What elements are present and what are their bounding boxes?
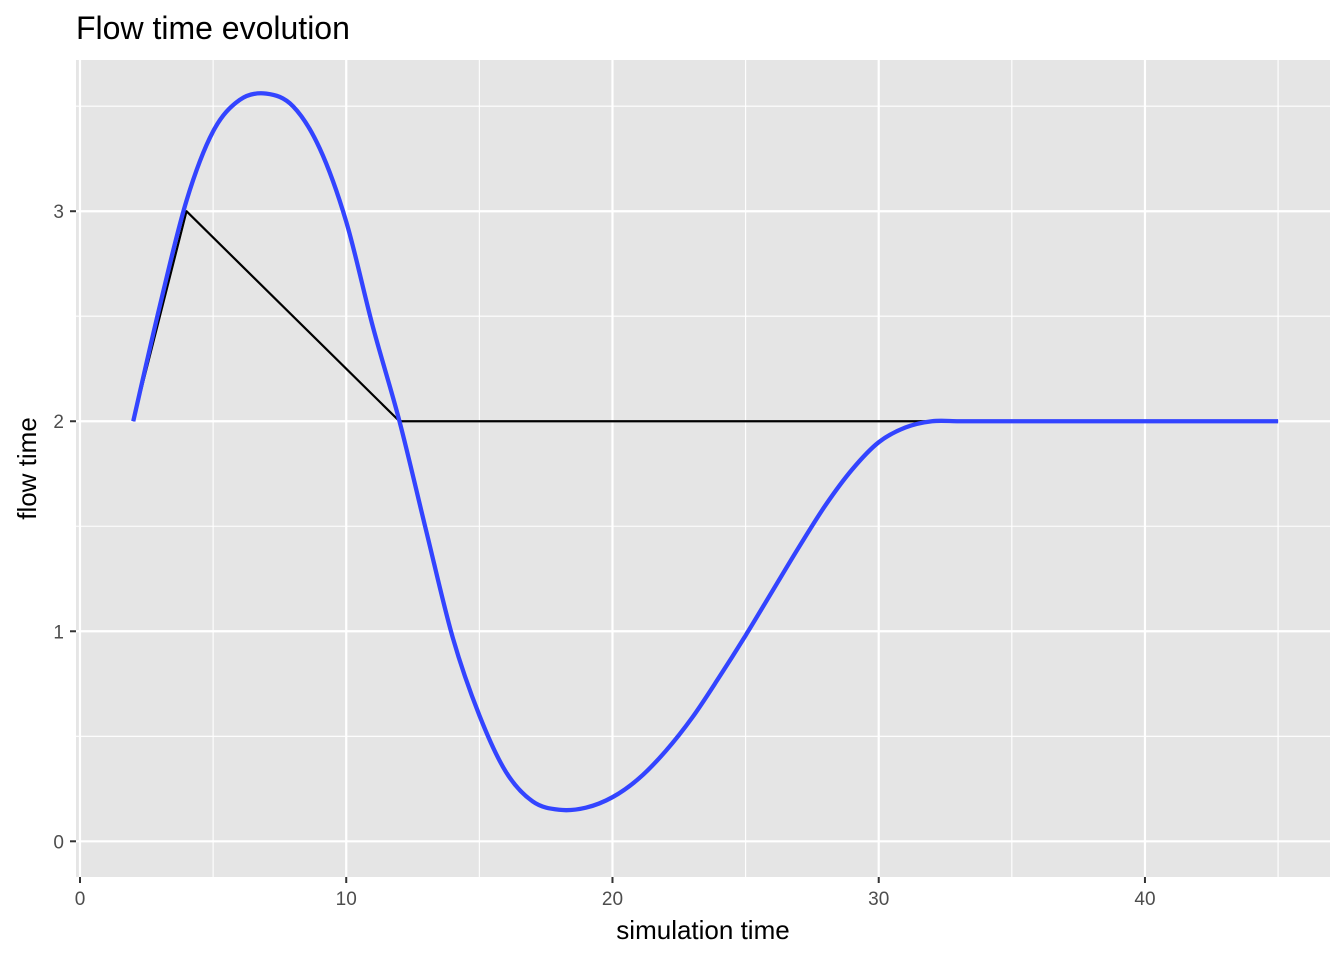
y-tick-label: 2 bbox=[53, 412, 64, 433]
chart-title: Flow time evolution bbox=[76, 10, 350, 46]
x-tick-label: 20 bbox=[602, 889, 623, 910]
minor-grid bbox=[76, 60, 1330, 877]
x-tick-label: 0 bbox=[75, 889, 86, 910]
y-axis-title: flow time bbox=[12, 417, 42, 520]
x-tick-label: 30 bbox=[868, 889, 889, 910]
x-axis: 0 10 20 30 40 bbox=[75, 877, 1156, 910]
y-tick-label: 0 bbox=[53, 832, 64, 853]
y-tick-label: 1 bbox=[53, 622, 64, 643]
x-tick-label: 10 bbox=[336, 889, 357, 910]
y-tick-label: 3 bbox=[53, 202, 64, 223]
series-line-smoothed bbox=[131, 91, 1279, 813]
y-axis: 0 1 2 3 bbox=[53, 202, 76, 853]
x-tick-label: 40 bbox=[1134, 889, 1155, 910]
x-axis-title: simulation time bbox=[616, 915, 789, 945]
series-layer bbox=[131, 91, 1279, 813]
plot-panel bbox=[76, 60, 1330, 877]
